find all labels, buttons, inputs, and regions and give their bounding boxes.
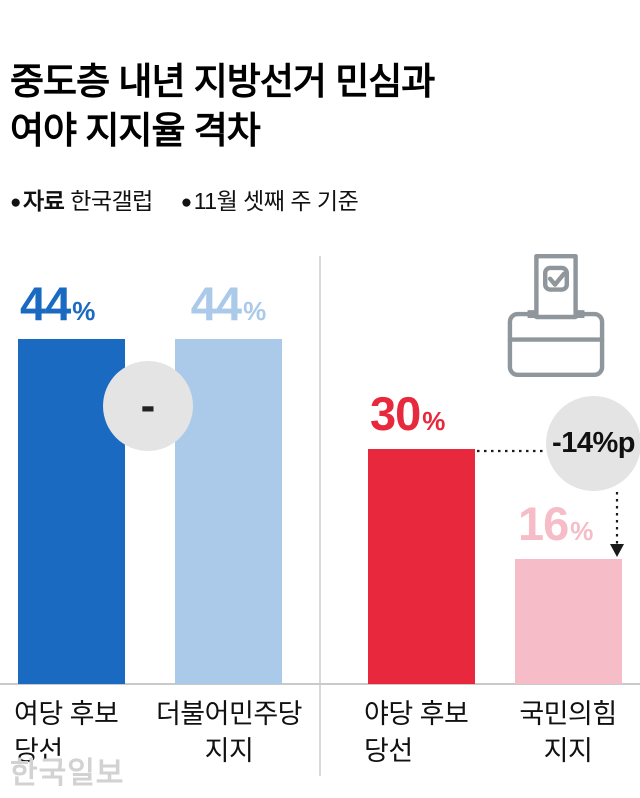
value-label-ruling: 44% bbox=[20, 277, 96, 330]
bullet-icon: ● bbox=[180, 192, 192, 213]
basis-text: 11월 셋째 주 기준 bbox=[193, 188, 359, 214]
source-value: 한국갤럽 bbox=[70, 188, 153, 214]
bar-ppp-support bbox=[515, 559, 622, 684]
value-label-ppp: 16% bbox=[518, 497, 594, 550]
bar-democratic-party-support bbox=[175, 339, 282, 684]
gap-value-right: -14%p bbox=[552, 427, 635, 459]
basis-segment: ●11월 셋째 주 기준 bbox=[181, 188, 359, 214]
source-note: ●자료 한국갤럽 ●11월 셋째 주 기준 bbox=[10, 182, 380, 216]
group-divider-line bbox=[319, 256, 321, 776]
bar-opposition-candidate-win bbox=[368, 449, 475, 684]
source-segment: ●자료 한국갤럽 bbox=[10, 188, 153, 214]
category-label-opposition: 야당 후보 당선 bbox=[364, 699, 469, 766]
gap-badge-left: - bbox=[103, 361, 193, 451]
ballot-box-icon bbox=[507, 254, 605, 378]
category-label-ruling: 여당 후보 당선 bbox=[14, 699, 119, 766]
category-label-ppp: 국민의힘 지지 bbox=[519, 699, 617, 766]
title-line-1: 중도층 내년 지방선거 민심과 bbox=[10, 61, 435, 102]
page-title: 중도층 내년 지방선거 민심과 여야 지지율 격차 bbox=[10, 58, 435, 156]
value-label-opposition: 30% bbox=[370, 387, 446, 440]
gap-value-left: - bbox=[140, 381, 156, 430]
gap-badge-right: -14%p bbox=[546, 396, 640, 491]
title-line-2: 여야 지지율 격차 bbox=[10, 109, 261, 151]
bullet-icon: ● bbox=[10, 192, 21, 213]
axis-baseline bbox=[0, 683, 640, 685]
publisher-logo: 한국일보 bbox=[10, 757, 125, 790]
category-label-democratic: 더불어민주당 지지 bbox=[155, 699, 303, 766]
source-label: 자료 bbox=[22, 188, 65, 214]
value-label-democratic: 44% bbox=[190, 277, 267, 330]
